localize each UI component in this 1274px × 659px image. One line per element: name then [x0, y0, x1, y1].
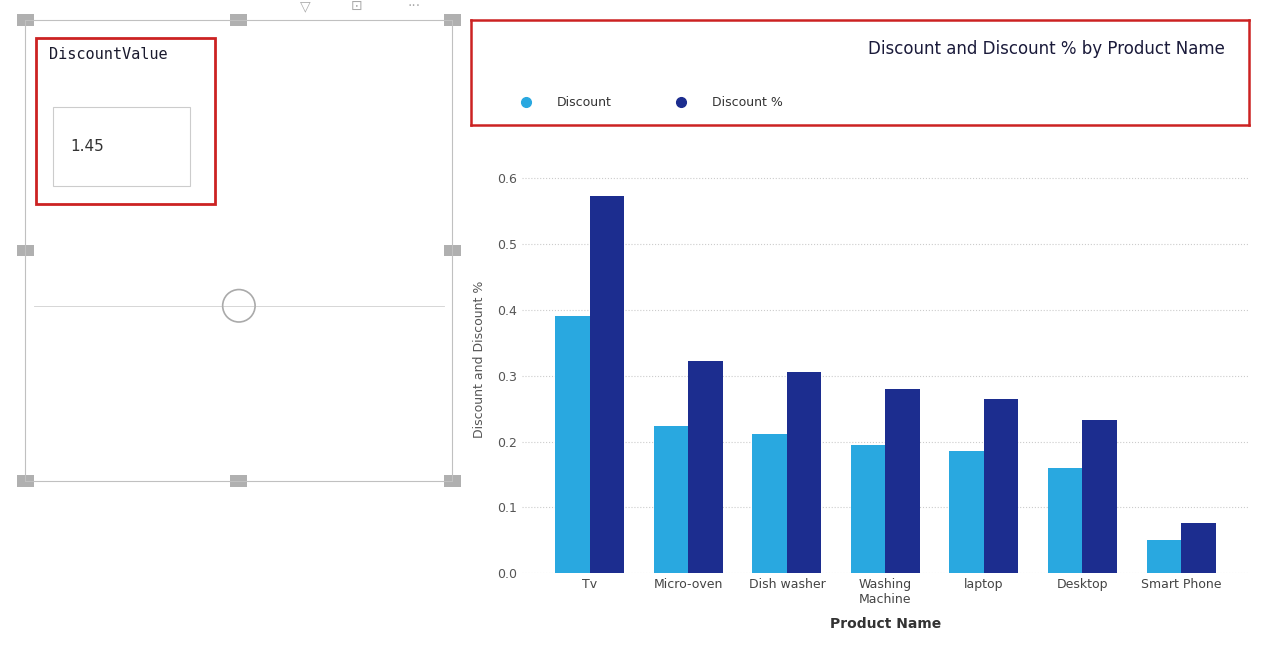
Bar — [688, 361, 722, 573]
Bar — [654, 426, 688, 573]
Bar — [1049, 468, 1083, 573]
Bar — [17, 475, 34, 487]
Bar — [984, 399, 1018, 573]
Bar — [17, 14, 34, 26]
Bar — [590, 196, 624, 573]
Y-axis label: Discount and Discount %: Discount and Discount % — [474, 281, 487, 438]
Bar — [949, 451, 984, 573]
Text: 1.45: 1.45 — [70, 139, 104, 154]
Bar — [1147, 540, 1181, 573]
Text: Discount and Discount % by Product Name: Discount and Discount % by Product Name — [869, 40, 1226, 58]
Text: DiscountValue: DiscountValue — [48, 47, 168, 63]
Bar — [17, 244, 34, 256]
Bar — [753, 434, 787, 573]
Bar — [885, 389, 920, 573]
Bar — [443, 14, 461, 26]
Bar — [1083, 420, 1117, 573]
Text: ▽: ▽ — [301, 0, 311, 13]
FancyBboxPatch shape — [36, 38, 215, 204]
Text: ⊡: ⊡ — [350, 0, 363, 13]
Bar — [851, 445, 885, 573]
Bar — [787, 372, 822, 573]
Bar — [443, 475, 461, 487]
Bar — [231, 14, 247, 26]
FancyBboxPatch shape — [54, 107, 190, 186]
Bar — [231, 475, 247, 487]
X-axis label: Product Name: Product Name — [829, 617, 941, 631]
Bar — [443, 244, 461, 256]
Text: ···: ··· — [408, 0, 420, 13]
Text: Discount: Discount — [557, 96, 612, 109]
Text: Discount %: Discount % — [712, 96, 784, 109]
Bar — [1181, 523, 1215, 573]
Bar — [555, 316, 590, 573]
